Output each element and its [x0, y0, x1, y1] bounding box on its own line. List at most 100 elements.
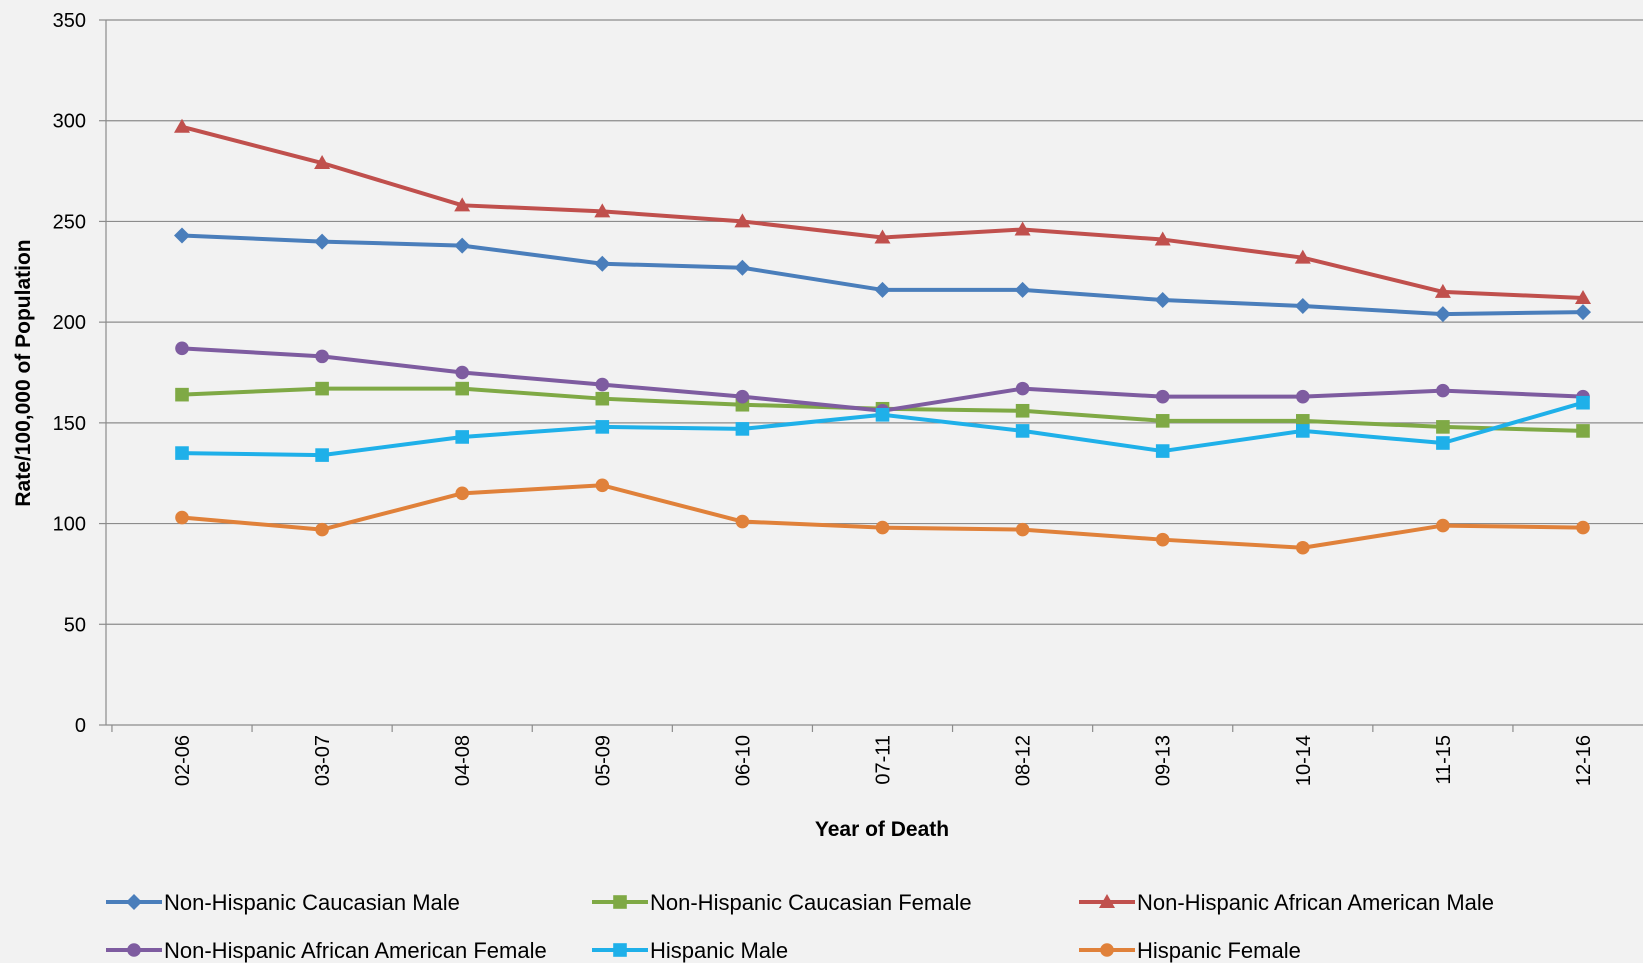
data-point — [175, 446, 189, 460]
legend-label: Hispanic Female — [1137, 938, 1301, 963]
data-point — [1015, 381, 1030, 396]
data-point — [1155, 444, 1170, 458]
series-4 — [175, 395, 1590, 462]
data-point — [1296, 389, 1310, 404]
data-point — [594, 203, 611, 218]
legend: Non-Hispanic Caucasian Male Non-Hispanic … — [106, 890, 1494, 963]
data-point — [595, 377, 610, 392]
series-0 — [174, 227, 1591, 323]
x-tick-label: 06-10 — [732, 735, 754, 786]
data-point — [1154, 231, 1171, 246]
data-point — [1154, 291, 1171, 308]
y-tick-label: 250 — [53, 211, 86, 233]
data-point — [174, 227, 190, 244]
data-point — [1575, 304, 1591, 321]
data-point — [735, 422, 750, 436]
data-point — [1155, 532, 1170, 547]
legend-marker — [613, 895, 627, 909]
data-point — [1436, 420, 1450, 434]
data-point — [1434, 283, 1451, 298]
legend-label: Non-Hispanic Caucasian Male — [164, 890, 460, 915]
data-point — [1015, 403, 1030, 418]
data-point — [1014, 281, 1031, 298]
data-point — [1436, 518, 1450, 533]
y-axis-title: Rate/100,000 of Population — [12, 239, 35, 506]
data-point — [315, 448, 329, 462]
data-point — [174, 118, 190, 133]
data-point — [455, 381, 469, 396]
data-point — [455, 430, 469, 444]
x-axis-title: Year of Death — [815, 818, 949, 841]
legend-item: Hispanic Female — [1079, 938, 1301, 963]
data-point — [1576, 395, 1590, 410]
series-group — [174, 118, 1591, 555]
data-point — [735, 514, 750, 529]
legend-label: Non-Hispanic Caucasian Female — [650, 890, 972, 915]
x-tick-label: 07-11 — [873, 735, 895, 785]
data-point — [1436, 436, 1450, 450]
legend-label: Non-Hispanic African American Male — [1137, 890, 1494, 915]
data-point — [315, 522, 329, 537]
data-point — [1575, 289, 1591, 304]
y-tick-label: 200 — [53, 312, 86, 334]
series-line — [180, 124, 1585, 300]
y-tick-label: 50 — [64, 614, 86, 636]
data-point — [1015, 522, 1030, 537]
data-point — [315, 381, 329, 396]
legend-marker — [127, 943, 141, 957]
legend-item: Non-Hispanic African American Male — [1079, 890, 1494, 915]
data-point — [455, 486, 470, 501]
data-point — [1296, 424, 1310, 438]
legend-marker — [1099, 894, 1115, 908]
x-tick-label: 12-16 — [1573, 735, 1595, 786]
legend-item: Non-Hispanic Caucasian Male — [106, 890, 460, 915]
data-point — [454, 197, 471, 212]
data-point — [595, 420, 610, 434]
data-point — [175, 510, 189, 525]
data-point — [595, 391, 610, 406]
x-tick-label: 09-13 — [1153, 735, 1175, 786]
legend-item: Non-Hispanic Caucasian Female — [592, 890, 972, 915]
legend-label: Non-Hispanic African American Female — [164, 938, 547, 963]
legend-item: Non-Hispanic African American Female — [106, 938, 547, 963]
x-tick-label: 10-14 — [1293, 735, 1315, 786]
data-point — [315, 349, 329, 364]
data-point — [175, 341, 189, 356]
series-5 — [175, 478, 1590, 555]
data-point — [314, 155, 331, 170]
x-tick-label: 03-07 — [312, 735, 334, 786]
data-point — [1155, 389, 1170, 404]
data-point — [175, 387, 189, 402]
data-point — [1576, 520, 1590, 535]
data-point — [455, 365, 470, 380]
data-point — [1155, 414, 1170, 428]
gridlines — [106, 19, 1643, 726]
y-tick-label: 150 — [53, 413, 86, 435]
y-tick-label: 300 — [53, 111, 86, 133]
data-point — [1436, 383, 1450, 398]
legend-label: Hispanic Male — [650, 938, 788, 963]
x-tick-label: 04-08 — [452, 735, 474, 786]
data-point — [1294, 298, 1311, 315]
tick-labels: 0 50 100 150 200 250 300 350 02-06 03-07 04-08 05-0… — [53, 10, 1595, 786]
series-3 — [175, 341, 1590, 418]
data-point — [734, 259, 751, 276]
data-point — [874, 229, 891, 244]
data-point — [314, 233, 331, 250]
x-tick-label: 02-06 — [172, 735, 194, 786]
legend-marker — [1100, 943, 1114, 957]
data-point — [734, 213, 751, 228]
y-tick-label: 350 — [53, 10, 86, 32]
x-tick-label: 05-09 — [592, 735, 614, 786]
y-tick-label: 0 — [75, 715, 86, 737]
data-point — [874, 281, 891, 298]
y-tick-label: 100 — [53, 514, 86, 536]
data-point — [594, 255, 611, 272]
data-point — [735, 389, 750, 404]
data-point — [1576, 424, 1590, 438]
legend-marker — [613, 943, 627, 957]
axes — [99, 19, 1514, 732]
data-point — [1296, 540, 1310, 555]
data-point — [875, 408, 890, 422]
